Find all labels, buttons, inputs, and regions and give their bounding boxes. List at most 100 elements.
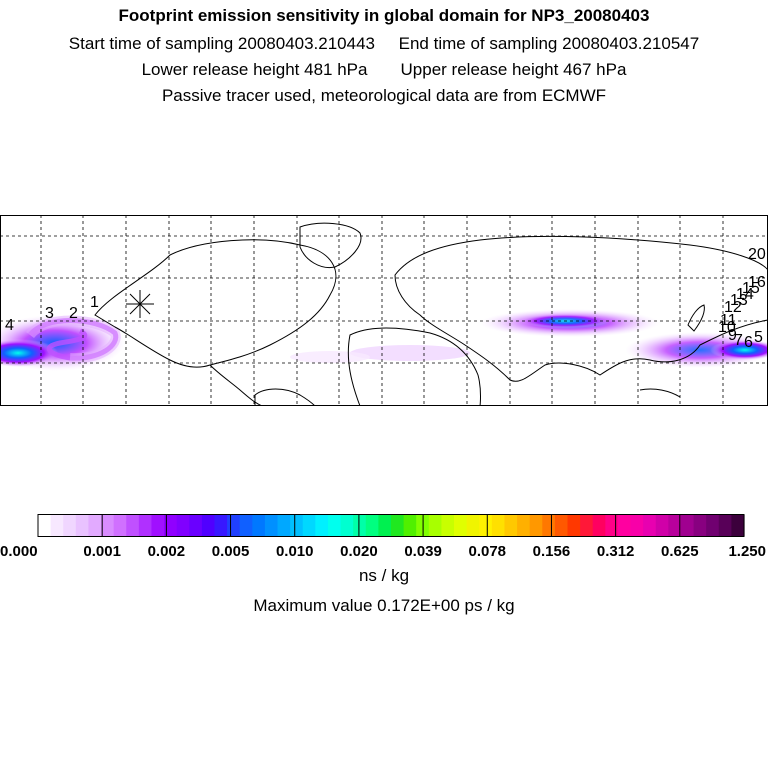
color-scale-segment [655,515,669,536]
color-scale-segment [605,515,619,536]
color-scale-segment [668,515,682,536]
lower-release-height-label: Lower release height 481 hPa [141,60,368,79]
day-marker: 14 [736,286,754,303]
day-marker: 11 [720,312,737,329]
color-scale-tick-label: 0.039 [404,543,442,560]
north-america-outline [94,239,337,368]
africa-outline [347,327,481,406]
day-marker: 6 [744,334,753,351]
color-scale-segment [75,515,90,536]
color-scale-segment [50,515,64,536]
color-scale-segment [428,515,443,536]
greenland-outline [299,222,362,269]
color-scale-segment [529,515,543,536]
color-scale-segment [706,515,720,536]
color-scale-tick-label: 0.312 [597,543,635,560]
color-scale-segment [252,515,266,536]
color-scale-segment [327,515,342,536]
color-scale-tick-label: 0.156 [533,543,571,560]
plot-title: Footprint emission sensitivity in global… [118,6,650,25]
color-scale-segment [340,515,354,536]
color-scale-tick-label: 0.078 [468,543,506,560]
end-time-label: End time of sampling 20080403.210547 [398,34,700,53]
color-scale-dividers [101,515,681,536]
emission-plumes [0,309,768,371]
day-marker: 15 [742,280,760,297]
color-scale-segment [491,515,506,536]
color-scale-segment [38,515,52,536]
coastlines [94,222,768,406]
color-scale-segment [126,515,140,536]
color-scale-segment [176,515,190,536]
color-scale-segment [617,515,632,536]
color-scale-frame [37,514,745,537]
day-marker: 9 [728,327,737,344]
color-scale-segment [454,515,468,536]
color-scale-segment [680,515,695,536]
color-scale-tick-label: 0.000 [0,543,38,560]
day-marker: 12 [724,299,742,316]
color-scale: 0.000 0.001 0.002 0.005 0.010 0.020 0.039 0.078… [0,514,766,560]
color-scale-segment [580,515,594,536]
color-scale-labels: 0.000 0.001 0.002 0.005 0.010 0.020 0.039 0.078… [0,543,766,560]
maximum-value-label: Maximum value 0.172E+00 ps / kg [253,596,515,615]
day-marker: 10 [718,319,736,336]
color-scale-segment [391,515,405,536]
color-scale-segment [365,515,379,536]
color-scale-segment [504,515,518,536]
release-point-star-icon [126,290,154,318]
central-america-outline [209,364,263,406]
color-scale-tick-label: 0.020 [340,543,378,560]
color-scale-segment [88,515,102,536]
color-scale-segment [290,515,304,536]
color-scale-segment [227,515,241,536]
color-scale-segment [214,515,228,536]
color-scale-segment [718,515,732,536]
color-scale-segment [101,515,115,536]
color-scale-segment [630,515,644,536]
color-scale-segments [38,515,745,536]
color-scale-tick-label: 0.002 [148,543,186,560]
color-scale-segment [441,515,455,536]
color-scale-segment [693,515,707,536]
color-scale-segment [113,515,127,536]
day-marker: 5 [754,329,763,346]
color-scale-segment [277,515,291,536]
color-scale-segment [315,515,329,536]
color-scale-segment [201,515,216,536]
color-scale-segment [239,515,253,536]
day-marker: 1 [90,294,99,311]
release-height-line: Lower release height 481 hPa Upper relea… [0,60,768,80]
color-scale-segment [378,515,392,536]
day-marker: 20 [748,246,766,263]
color-scale-segment [164,515,178,536]
map-frame [0,215,768,406]
footprint-map: 1 2 3 4 5 6 7 9 10 11 12 13 14 15 16 20 [0,215,768,406]
color-scale-segment [643,515,657,536]
color-scale-segment [151,515,165,536]
color-scale-segment [479,515,493,536]
plume-north-africa [350,345,470,361]
color-scale-segment [731,515,745,536]
color-scale-segment [302,515,316,536]
day-marker: 16 [748,274,766,291]
color-scale-tick-label: 0.005 [212,543,250,560]
color-scale-segment [542,515,556,536]
day-marker: 13 [730,292,748,309]
color-scale-segment [567,515,581,536]
color-scale-segment [264,515,279,536]
day-marker: 2 [69,305,78,322]
color-scale-segment [353,515,367,536]
indonesia-outline [639,388,681,398]
color-scale-segment [466,515,480,536]
color-scale-tick-label: 0.010 [276,543,314,560]
upper-release-height-label: Upper release height 467 hPa [400,60,627,79]
sampling-time-line: Start time of sampling 20080403.210443 E… [0,34,768,54]
color-scale-segment [592,515,606,536]
start-time-label: Start time of sampling 20080403.210443 [68,34,376,53]
color-scale-segment [189,515,203,536]
day-marker: 3 [45,305,54,322]
south-america-outline [254,388,316,406]
color-scale-segment [138,515,153,536]
color-scale-tick-label: 0.001 [83,543,121,560]
